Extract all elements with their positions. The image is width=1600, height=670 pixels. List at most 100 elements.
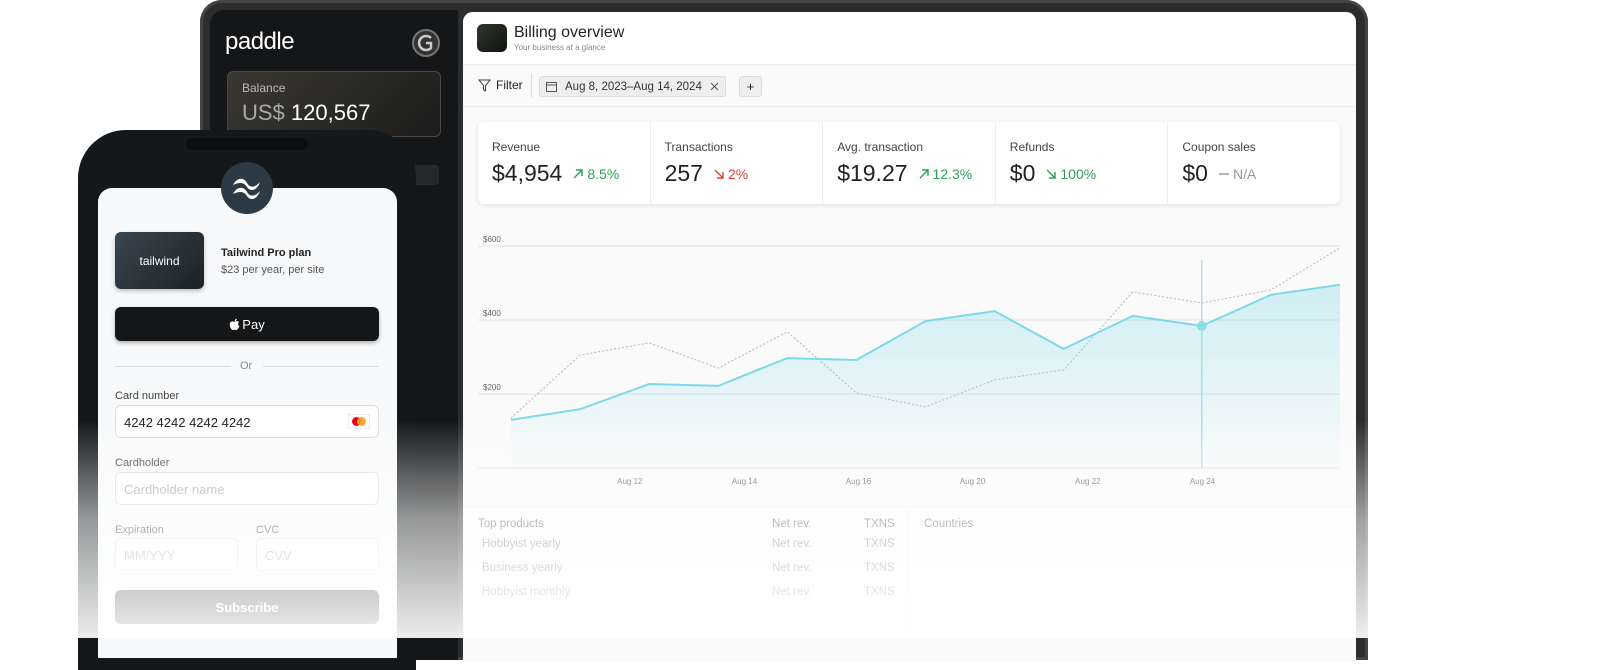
trend-arrow (714, 169, 724, 179)
trend-icon (573, 168, 584, 178)
date-range: Aug 8, 2023–Aug 14, 2024 (565, 80, 702, 93)
metric-label: Coupon sales (1182, 140, 1256, 154)
metric-change: 100% (1045, 166, 1096, 182)
metrics-card: Revenue $4,954 8.5% Transactions 257 2% Avg. t… (478, 122, 1340, 204)
calendar-icon (546, 82, 557, 92)
x-tick-label: Aug 20 (960, 477, 986, 486)
change-value: 8.5% (587, 165, 620, 182)
product-name: Hobbyist monthly (482, 586, 571, 598)
y-tick-label: $600 (483, 235, 501, 244)
metric: Refunds $0 100% (996, 122, 1169, 204)
trend-icon (919, 168, 929, 178)
column-divider (908, 508, 909, 628)
divider-label: Or (240, 360, 253, 372)
card-number: 4242 4242 4242 4242 (124, 415, 251, 430)
toolbar (463, 64, 1356, 107)
metric-row: $4,954 8.5% (492, 160, 650, 187)
date-chip[interactable]: Aug 8, 2023–Aug 14, 2024 (539, 76, 726, 97)
balance-amount: US$ 120,567 (242, 100, 370, 126)
chart: $200 $400 $600 Aug 12 Aug 14 Aug 16 Aug 20 Aug … (478, 235, 1341, 486)
products-title: Top products (478, 518, 544, 530)
metric-value: 257 (664, 160, 703, 186)
pay-label: Pay (242, 316, 265, 332)
divider (531, 74, 532, 98)
change-value: 100% (1060, 165, 1097, 182)
column-header: Net rev. (772, 518, 812, 530)
metric-value: $19.27 (837, 160, 908, 186)
metric-change: N/A (1218, 166, 1256, 182)
placeholder: Cardholder name (124, 482, 225, 497)
balance-value: 120,567 (290, 100, 371, 125)
balance-card: Balance US$ 120,567 (227, 71, 441, 137)
metric-value: $0 (1182, 160, 1208, 186)
apple-icon (230, 318, 240, 330)
metric-label: Transactions (664, 140, 733, 154)
field-label: CVC (256, 524, 280, 536)
filter-label: Filter (496, 78, 523, 92)
metric-row: $0 N/A (1182, 160, 1340, 187)
metric: Transactions 257 2% (651, 122, 824, 204)
field-label: Expiration (115, 524, 164, 536)
trend-icon (1218, 172, 1229, 175)
plan-price: $23 per year, per site (221, 264, 325, 276)
metric: Avg. transaction $19.27 12.3% (823, 122, 996, 204)
filter-button[interactable]: Filter (478, 78, 523, 92)
trend-arrow (573, 168, 584, 178)
change-value: N/A (1232, 165, 1257, 182)
change-value: 2% (727, 165, 749, 182)
metric-row: $0 100% (1010, 160, 1168, 187)
divider-line (115, 366, 231, 367)
column-header: TXNS (864, 518, 895, 530)
y-tick-label: $200 (483, 383, 501, 392)
currency: US$ (242, 100, 285, 125)
metric-change: 8.5% (572, 166, 619, 182)
product-cell: Net rev. (772, 538, 812, 550)
cardholder-input[interactable]: Cardholder name (115, 472, 379, 505)
product-name: Hobbyist yearly (482, 538, 561, 550)
filter-icon (478, 79, 491, 92)
field-label: Card number (115, 390, 180, 402)
trend-icon (714, 169, 724, 179)
metric-row: 257 2% (665, 160, 823, 187)
cvc-input[interactable]: CVV (256, 538, 379, 571)
trend-arrow (919, 168, 929, 178)
subscribe-button[interactable]: Subscribe (115, 590, 379, 624)
apple-pay-button[interactable]: Pay (115, 307, 379, 341)
card-input[interactable]: 4242 4242 4242 4242 (115, 405, 379, 438)
close-icon[interactable] (710, 82, 719, 91)
product-cell: Net rev. (772, 562, 812, 574)
avatar (412, 29, 440, 57)
divider-line (263, 366, 379, 367)
add-filter[interactable]: + (739, 76, 762, 97)
product-cell: Net rev. (772, 586, 812, 598)
product-image: tailwind (115, 232, 204, 289)
placeholder: MM/YYY (124, 548, 176, 563)
balance-label: Balance (242, 81, 286, 95)
product-cell: TXNS (864, 538, 895, 550)
card-brand-icon (348, 414, 370, 429)
brand: tailwind (139, 253, 180, 268)
metric-label: Refunds (1009, 140, 1055, 154)
metric-change: 2% (713, 166, 748, 182)
plan-name: Tailwind Pro plan (221, 247, 312, 259)
y-tick-label: $400 (483, 309, 501, 318)
trend-icon (1046, 169, 1057, 179)
x-tick-label: Aug 16 (846, 477, 872, 486)
header-bar (463, 12, 1356, 65)
app-icon (477, 24, 507, 52)
placeholder: CVV (265, 548, 292, 563)
page-title: Billing overview (514, 24, 625, 41)
metric-change: 12.3% (918, 165, 973, 182)
expiration-input[interactable]: MM/YYY (115, 538, 238, 571)
area (511, 284, 1340, 468)
trend-arrow (1046, 169, 1057, 179)
page-subtitle: Your business at a glance (514, 43, 606, 52)
x-tick-label: Aug 12 (617, 477, 643, 486)
x-tick-label: Aug 24 (1190, 477, 1216, 486)
hover-point (1196, 320, 1207, 331)
metric-label: Avg. transaction (837, 140, 924, 154)
product-cell: TXNS (864, 586, 895, 598)
change-value: 12.3% (932, 165, 973, 182)
countries-title: Countries (924, 518, 974, 530)
